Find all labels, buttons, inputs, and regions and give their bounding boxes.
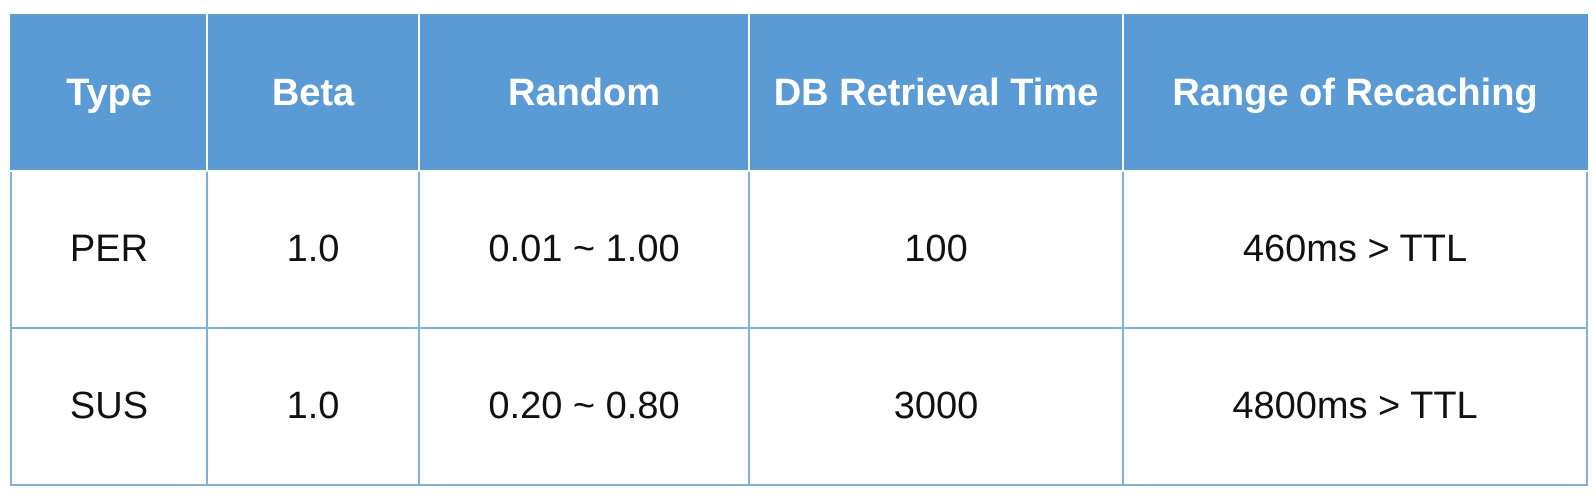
cell-db-retrieval-time: 100: [748, 170, 1124, 329]
cell-beta: 1.0: [206, 327, 420, 486]
cell-range-of-recaching: 4800ms > TTL: [1122, 327, 1588, 486]
header-row: Type Beta Random DB Retrieval Time Range…: [10, 14, 1588, 172]
table-header: Type Beta Random DB Retrieval Time Range…: [10, 14, 1588, 172]
data-table-container: Type Beta Random DB Retrieval Time Range…: [10, 14, 1588, 486]
cell-beta: 1.0: [206, 170, 420, 329]
header-db-retrieval-time: DB Retrieval Time: [748, 14, 1124, 172]
cell-db-retrieval-time: 3000: [748, 327, 1124, 486]
cell-random: 0.20 ~ 0.80: [418, 327, 750, 486]
cell-range-of-recaching: 460ms > TTL: [1122, 170, 1588, 329]
table-row: SUS 1.0 0.20 ~ 0.80 3000 4800ms > TTL: [10, 327, 1588, 486]
header-type: Type: [10, 14, 208, 172]
cell-random: 0.01 ~ 1.00: [418, 170, 750, 329]
table-row: PER 1.0 0.01 ~ 1.00 100 460ms > TTL: [10, 170, 1588, 329]
header-random: Random: [418, 14, 750, 172]
table-body: PER 1.0 0.01 ~ 1.00 100 460ms > TTL SUS …: [10, 170, 1588, 486]
header-beta: Beta: [206, 14, 420, 172]
cell-type: PER: [10, 170, 208, 329]
header-range-of-recaching: Range of Recaching: [1122, 14, 1588, 172]
cell-type: SUS: [10, 327, 208, 486]
data-table: Type Beta Random DB Retrieval Time Range…: [10, 14, 1588, 486]
